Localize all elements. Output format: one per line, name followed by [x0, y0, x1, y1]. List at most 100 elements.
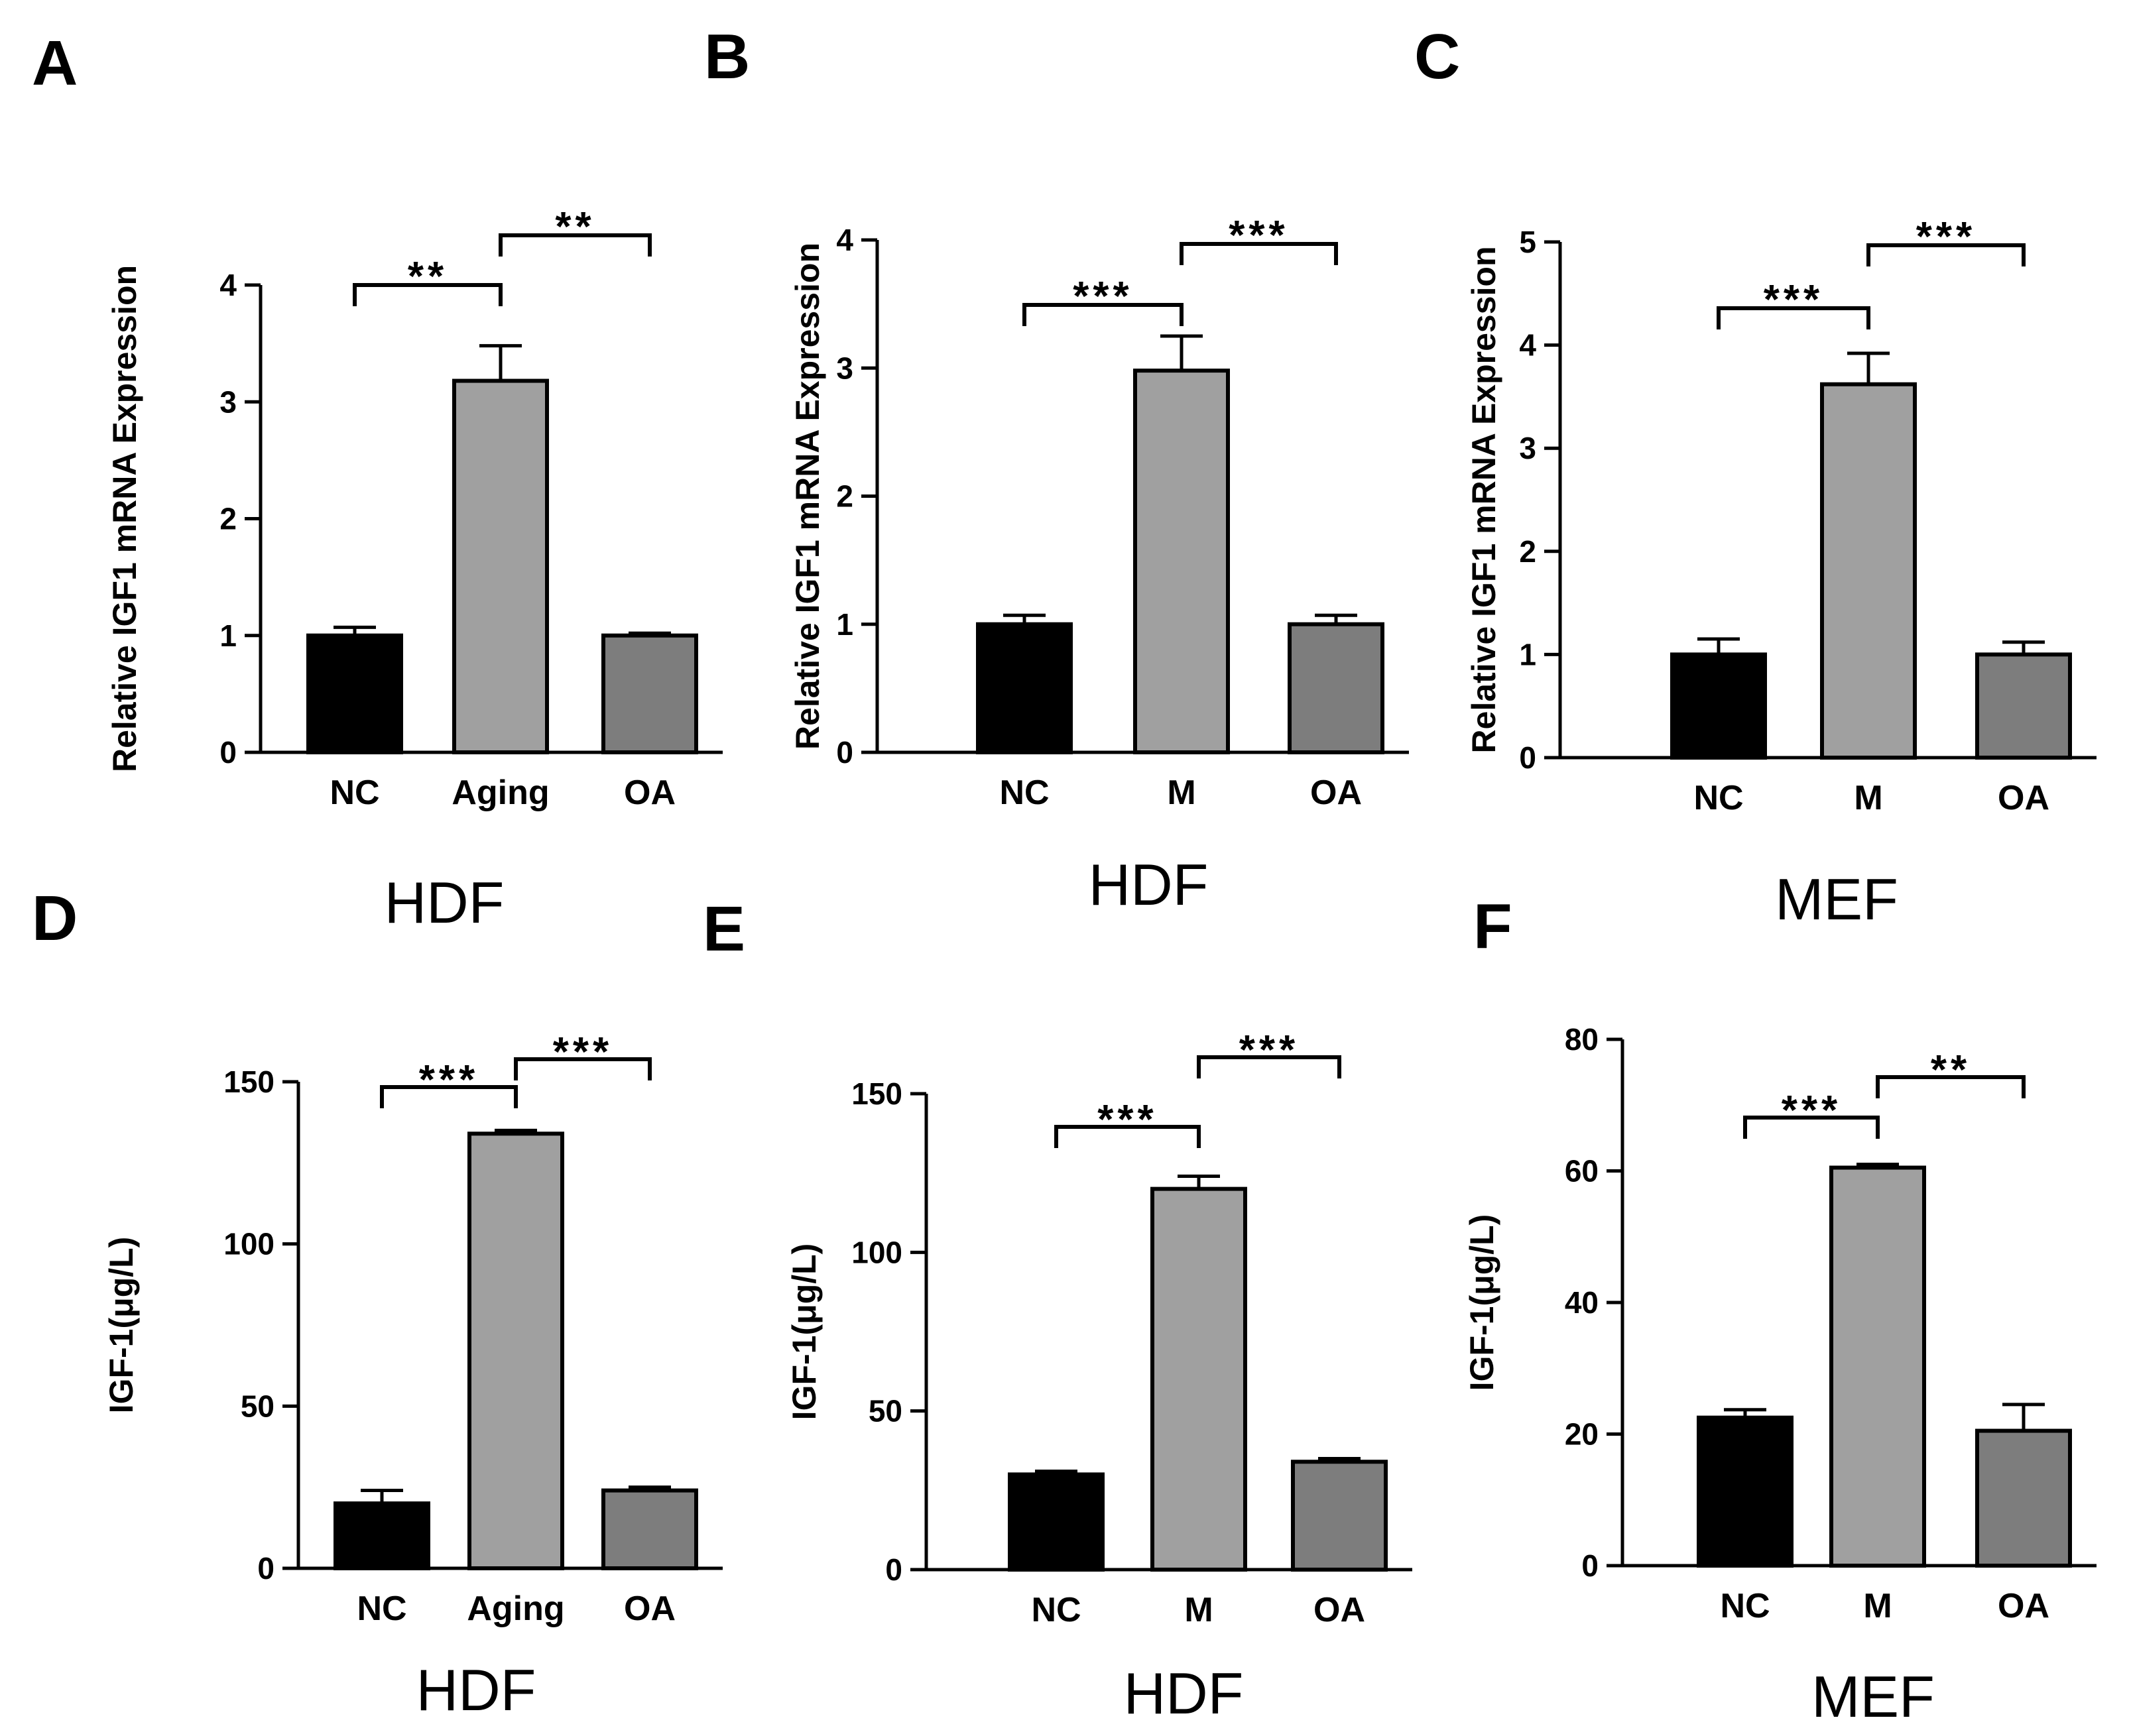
significance-stars: *** — [1764, 277, 1823, 323]
significance-bracket — [353, 283, 503, 306]
significance-bracket — [1743, 1116, 1880, 1139]
category-label: OA — [1310, 774, 1362, 812]
y-tick-label: 0 — [1519, 740, 1536, 775]
panel-letter: B — [704, 21, 750, 92]
category-label: M — [1167, 774, 1195, 812]
y-tick-label: 3 — [836, 351, 853, 385]
bar-oa — [1975, 652, 2072, 760]
bar-nc — [1670, 652, 1767, 760]
y-axis-label: Relative IGF1 mRNA Expression — [106, 265, 143, 772]
panel-d: D 0 50 100 150 IGF-1(μg/L) NC Aging OA *** *** HDF — [32, 883, 723, 1723]
significance-bracket — [1180, 242, 1338, 265]
significance-bracket — [1866, 243, 2026, 266]
bar-oa — [601, 1488, 698, 1571]
significance-bracket — [1717, 306, 1870, 329]
bar-m — [1820, 382, 1917, 760]
category-label: NC — [330, 774, 379, 812]
panel-a: A 0 1 2 3 4 Relative IGF1 mRNA Expression NC Agi… — [32, 28, 723, 935]
y-tick-label: 100 — [851, 1235, 902, 1269]
panel-e: E 0 50 100 150 IGF-1(μg/L) NC M OA *** *** HDF — [703, 894, 1412, 1726]
significance-stars: *** — [1073, 274, 1132, 319]
category-label: OA — [1998, 1587, 2049, 1625]
bar-aging — [452, 378, 549, 754]
significance-bracket — [380, 1085, 518, 1108]
y-tick-label: 4 — [836, 223, 853, 257]
significance-bracket — [514, 1057, 652, 1080]
y-tick-label: 0 — [257, 1551, 274, 1586]
cell-type-label: MEF — [1811, 1664, 1935, 1729]
y-axis-label: IGF-1(μg/L) — [786, 1244, 823, 1420]
category-label: M — [1863, 1587, 1892, 1625]
y-tick-label: 1 — [219, 618, 237, 653]
bar-aging — [467, 1131, 564, 1570]
cell-type-label: HDF — [416, 1657, 536, 1723]
cell-type-label: HDF — [385, 870, 505, 935]
y-axis-label: IGF-1(μg/L) — [1463, 1214, 1500, 1391]
y-tick-label: 2 — [1519, 534, 1536, 569]
category-label: Aging — [467, 1590, 564, 1628]
significance-bracket — [1876, 1075, 2026, 1098]
significance-bracket — [499, 233, 652, 257]
y-tick-label: 4 — [219, 268, 237, 302]
category-label: OA — [624, 774, 676, 812]
y-tick-label: 100 — [223, 1227, 274, 1261]
significance-stars: *** — [1239, 1027, 1299, 1073]
cell-type-label: HDF — [1124, 1660, 1244, 1726]
bar-m — [1133, 369, 1230, 754]
significance-bracket — [1197, 1055, 1341, 1078]
bar-oa — [1975, 1428, 2072, 1568]
significance-stars: ** — [555, 204, 595, 250]
category-label: NC — [357, 1590, 406, 1628]
significance-stars: ** — [1931, 1047, 1971, 1093]
bar-nc — [334, 1501, 430, 1570]
panel-letter: A — [32, 28, 78, 99]
panel-c: C 0 1 2 3 4 5 Relative IGF1 mRNA Expression NC M O… — [1414, 21, 2097, 932]
significance-stars: *** — [1916, 214, 1976, 260]
category-label: M — [1854, 779, 1882, 817]
significance-stars: *** — [1097, 1097, 1157, 1143]
significance-stars: ** — [408, 254, 448, 300]
y-tick-label: 60 — [1565, 1154, 1599, 1188]
y-tick-label: 3 — [219, 384, 237, 419]
category-label: NC — [1031, 1591, 1081, 1629]
panel-b: B 0 1 2 3 4 Relative IGF1 mRNA Expression NC M OA… — [704, 21, 1409, 917]
panel-letter: E — [703, 894, 745, 964]
significance-stars: *** — [419, 1057, 479, 1103]
y-tick-label: 3 — [1519, 431, 1536, 465]
y-tick-label: 0 — [885, 1552, 902, 1587]
y-tick-label: 2 — [219, 502, 237, 536]
y-axis-label: Relative IGF1 mRNA Expression — [1465, 246, 1502, 753]
y-tick-label: 1 — [1519, 637, 1536, 671]
panel-letter: D — [32, 883, 78, 954]
significance-stars: *** — [553, 1029, 613, 1075]
category-label: OA — [624, 1590, 676, 1628]
y-tick-label: 20 — [1565, 1417, 1599, 1452]
y-tick-label: 0 — [1581, 1548, 1599, 1583]
cell-type-label: MEF — [1775, 866, 1898, 932]
bar-nc — [1008, 1472, 1105, 1572]
y-tick-label: 5 — [1519, 225, 1536, 259]
bar-m — [1829, 1165, 1926, 1568]
category-label: NC — [1720, 1587, 1770, 1625]
y-tick-label: 1 — [836, 607, 853, 642]
category-label: OA — [1998, 779, 2049, 817]
y-tick-label: 2 — [836, 479, 853, 514]
bar-oa — [1291, 1460, 1388, 1572]
bar-nc — [1697, 1415, 1794, 1568]
significance-stars: *** — [1229, 213, 1288, 259]
y-axis-label: Relative IGF1 mRNA Expression — [789, 243, 826, 750]
category-label: OA — [1313, 1591, 1365, 1629]
category-label: M — [1184, 1591, 1213, 1629]
category-label: NC — [1693, 779, 1743, 817]
significance-bracket — [1054, 1125, 1201, 1148]
bar-oa — [1288, 622, 1384, 754]
y-tick-label: 80 — [1565, 1022, 1599, 1057]
y-tick-label: 0 — [836, 735, 853, 770]
bar-nc — [306, 633, 403, 754]
y-tick-label: 150 — [851, 1076, 902, 1111]
bar-oa — [601, 633, 698, 754]
cell-type-label: HDF — [1089, 852, 1209, 917]
y-tick-label: 40 — [1565, 1285, 1599, 1320]
